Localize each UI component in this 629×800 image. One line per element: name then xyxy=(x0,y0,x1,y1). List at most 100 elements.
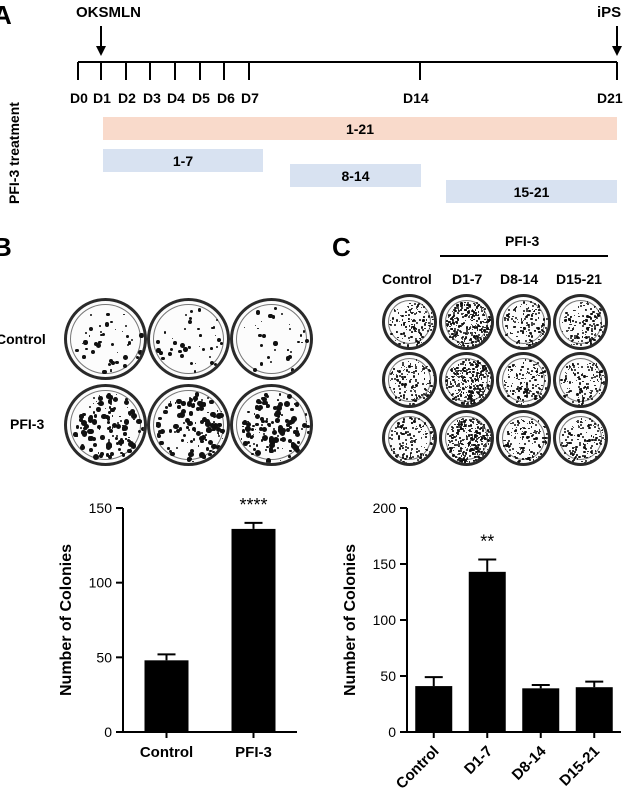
colony xyxy=(584,419,587,422)
colony xyxy=(470,430,472,433)
colony xyxy=(542,441,544,444)
colony xyxy=(540,371,543,375)
colony xyxy=(449,317,452,320)
colony xyxy=(520,369,523,371)
colony xyxy=(575,445,578,448)
colony xyxy=(449,325,452,328)
colony xyxy=(475,430,478,433)
colony xyxy=(299,334,303,337)
colony xyxy=(522,310,526,313)
colony xyxy=(563,431,566,434)
colony xyxy=(408,433,411,436)
colony xyxy=(411,398,413,401)
colony xyxy=(167,403,172,408)
colony xyxy=(480,338,482,341)
colony xyxy=(467,445,469,447)
colony xyxy=(397,435,400,438)
colony xyxy=(586,456,588,458)
colony xyxy=(451,332,453,335)
colony xyxy=(479,400,481,402)
colony xyxy=(566,330,569,333)
colony xyxy=(447,377,450,380)
colony xyxy=(467,396,470,399)
colony xyxy=(541,329,543,332)
colony xyxy=(174,402,177,404)
colony xyxy=(514,455,516,457)
colony xyxy=(471,418,474,421)
colony xyxy=(509,442,513,445)
colony xyxy=(471,438,474,441)
colony xyxy=(456,322,458,325)
colony xyxy=(419,460,421,463)
colony xyxy=(478,391,480,393)
colony xyxy=(508,366,511,369)
colony xyxy=(522,448,524,451)
colony xyxy=(460,382,463,384)
colony xyxy=(594,315,597,319)
colony xyxy=(249,435,253,439)
colony xyxy=(208,452,212,456)
colony xyxy=(156,340,161,345)
colony xyxy=(459,428,461,431)
colony xyxy=(457,421,460,424)
colony xyxy=(460,331,462,334)
colony xyxy=(522,378,524,380)
colony xyxy=(79,418,83,423)
colony xyxy=(488,394,490,396)
colony xyxy=(468,425,470,427)
colony xyxy=(391,437,394,441)
colony xyxy=(474,383,477,386)
colony xyxy=(93,402,95,404)
colony xyxy=(395,426,398,429)
colony xyxy=(459,460,462,463)
colony xyxy=(482,306,484,309)
colony xyxy=(530,394,534,397)
colony xyxy=(140,426,144,431)
colony xyxy=(505,381,507,384)
colony xyxy=(465,424,467,426)
colony xyxy=(584,336,586,338)
colony xyxy=(99,333,103,337)
colony xyxy=(79,414,84,419)
colony xyxy=(192,438,195,441)
colony xyxy=(461,374,464,377)
colony xyxy=(189,362,193,366)
colony xyxy=(510,368,512,371)
colony xyxy=(483,313,485,315)
colony xyxy=(457,375,461,378)
colony xyxy=(400,395,403,398)
colony xyxy=(476,376,478,378)
colony xyxy=(421,335,424,338)
colony xyxy=(418,302,421,305)
colony xyxy=(522,430,524,432)
colony xyxy=(122,355,128,361)
colony xyxy=(508,448,512,451)
colony xyxy=(603,430,605,433)
colony xyxy=(488,316,491,319)
colony xyxy=(405,314,407,317)
colony xyxy=(483,314,485,316)
colony xyxy=(252,367,257,373)
colony xyxy=(416,397,418,400)
colony xyxy=(126,439,130,442)
colony xyxy=(462,459,464,461)
colony xyxy=(389,373,393,376)
colony xyxy=(80,420,87,426)
colony xyxy=(569,329,572,332)
colony xyxy=(213,362,218,367)
colony xyxy=(402,370,404,372)
colony xyxy=(125,438,127,440)
colony xyxy=(529,456,531,459)
colony xyxy=(574,451,576,453)
colony xyxy=(466,333,468,335)
colony xyxy=(459,420,463,423)
colony xyxy=(474,434,477,437)
colony xyxy=(452,371,455,375)
colony xyxy=(483,369,485,371)
colony xyxy=(578,312,580,315)
colony xyxy=(473,377,476,380)
colony xyxy=(196,394,198,397)
colony xyxy=(484,390,486,392)
colony xyxy=(563,379,567,382)
colony xyxy=(470,395,473,398)
